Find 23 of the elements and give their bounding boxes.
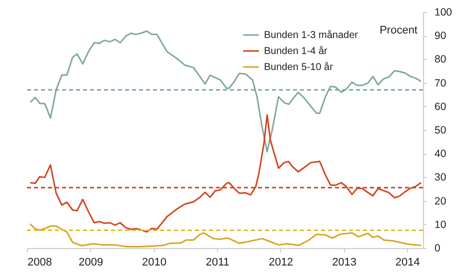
legend-label: Bunden 1-3 månader: [264, 29, 359, 41]
y-tick-label: 80: [434, 54, 446, 66]
x-tick-label: 2009: [78, 256, 104, 268]
line-series: [29, 114, 422, 233]
y-tick-label: 60: [434, 100, 446, 113]
y-axis-title: Procent: [380, 24, 418, 36]
x-tick-label: 2013: [332, 256, 357, 268]
x-tick-label: 2008: [28, 256, 52, 268]
y-tick-label: 20: [434, 195, 446, 208]
x-tick-label: 2010: [142, 256, 166, 268]
y-tick-label: 50: [434, 124, 446, 136]
y-tick-label: 40: [434, 148, 446, 160]
legend-label: Bunden 5-10 år: [264, 61, 334, 73]
y-tick-label: 10: [434, 218, 446, 231]
y-tick-label: 90: [434, 30, 446, 42]
x-tick-label: 2012: [268, 256, 294, 268]
legend-label: Bunden 1-4 år: [264, 45, 328, 57]
y-tick-label: 30: [434, 172, 446, 184]
y-tick-label: 0: [434, 242, 440, 254]
x-tick-label: 2014: [395, 256, 420, 268]
y-tick-label: 100: [434, 6, 452, 18]
y-tick-label: 70: [434, 77, 446, 90]
x-tick-label: 2011: [206, 256, 230, 268]
